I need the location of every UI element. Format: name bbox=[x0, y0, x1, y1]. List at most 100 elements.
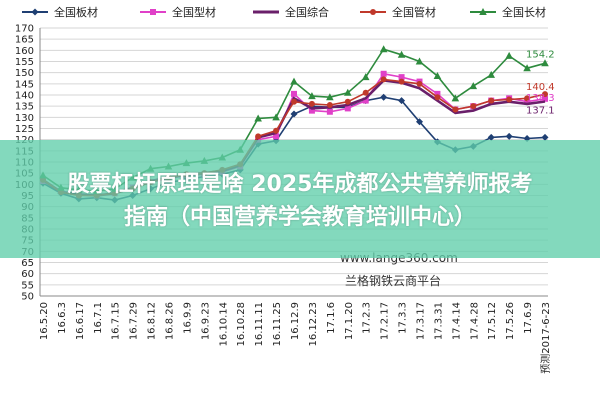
data-point bbox=[479, 8, 487, 15]
x-tick-label: 16.9.23 bbox=[200, 302, 211, 340]
x-tick-label: 17.5.12 bbox=[487, 302, 498, 340]
data-point bbox=[505, 51, 513, 59]
x-tick-label: 16.12.9 bbox=[290, 302, 301, 340]
watermark-source: 兰格钢铁云商平台 bbox=[345, 273, 441, 288]
overlay-headline: 股票杠杆原理是啥 2025年成都公共营养师报考 指南（中国营养学会教育培训中心） bbox=[0, 140, 600, 234]
data-point bbox=[150, 9, 156, 15]
data-point bbox=[469, 82, 478, 90]
data-point bbox=[542, 91, 548, 98]
legend-item: 全国管材 bbox=[360, 5, 436, 19]
data-point bbox=[290, 77, 298, 85]
legend-label: 全国综合 bbox=[285, 5, 329, 19]
data-point bbox=[290, 110, 298, 118]
data-point bbox=[362, 97, 369, 104]
x-tick-label: 17.2.3 bbox=[362, 302, 373, 334]
data-point bbox=[541, 59, 549, 67]
data-point bbox=[434, 90, 441, 97]
data-point bbox=[380, 76, 387, 83]
data-point bbox=[291, 98, 297, 105]
legend-label: 全国管材 bbox=[392, 5, 436, 19]
x-tick-label: 17.2.17 bbox=[380, 302, 391, 340]
data-point bbox=[254, 114, 262, 122]
data-point bbox=[326, 102, 333, 109]
x-axis: 16.5.20 16.6.3 16.6.17 16.7.1 16.7.15 16.7.29… bbox=[39, 302, 552, 374]
x-tick-label: 17.5.26 bbox=[505, 302, 516, 340]
data-point bbox=[487, 133, 495, 141]
y-tick-label: 60 bbox=[21, 269, 34, 280]
x-tick-label: 16.6.3 bbox=[57, 302, 68, 334]
overlay-banner: 股票杠杆原理是啥 2025年成都公共营养师报考 指南（中国营养学会教育培训中心） bbox=[0, 140, 600, 258]
data-point bbox=[398, 78, 405, 85]
data-point bbox=[362, 89, 369, 96]
overlay-line-1: 股票杠杆原理是啥 2025年成都公共营养师报考 bbox=[67, 172, 533, 197]
x-tick-label: 16.9.9 bbox=[182, 302, 193, 334]
data-point bbox=[542, 95, 548, 102]
y-tick-label: 155 bbox=[15, 57, 34, 68]
x-tick-label: 17.4.28 bbox=[469, 302, 480, 340]
x-tick-label: 17.1.20 bbox=[344, 302, 355, 340]
data-point bbox=[308, 107, 315, 114]
x-tick-label: 17.6.9 bbox=[523, 302, 534, 334]
x-tick-label: 16.11.25 bbox=[272, 302, 283, 347]
x-tick-label: 16.12.23 bbox=[308, 302, 319, 347]
data-point bbox=[524, 98, 531, 105]
x-tick-label: 16.6.17 bbox=[75, 302, 86, 340]
x-tick-label: 17.3.31 bbox=[433, 302, 444, 340]
end-value-label: 154.2 bbox=[526, 49, 555, 60]
data-point bbox=[434, 94, 441, 101]
x-tick-label: 16.7.1 bbox=[93, 302, 104, 334]
data-point bbox=[452, 106, 459, 113]
data-point bbox=[379, 45, 388, 53]
x-tick-label: 17.3.17 bbox=[416, 302, 427, 340]
x-tick-label: 16.11.11 bbox=[254, 302, 265, 347]
x-tick-label: 16.5.20 bbox=[39, 302, 50, 340]
legend-label: 全国型材 bbox=[172, 5, 216, 19]
x-tick-label: 16.8.12 bbox=[147, 302, 158, 340]
data-point bbox=[470, 103, 477, 110]
data-point bbox=[361, 73, 370, 81]
x-tick-label: 16.7.15 bbox=[111, 302, 122, 340]
y-tick-label: 50 bbox=[21, 292, 34, 303]
x-tick-label: 16.8.26 bbox=[165, 302, 176, 340]
data-point bbox=[380, 93, 388, 101]
legend-item: 全国型材 bbox=[140, 5, 216, 19]
y-tick-label: 145 bbox=[15, 79, 34, 90]
chart-legend: 全国板材 全国型材 全国综合 全国管材 全国长材 bbox=[22, 5, 546, 19]
data-point bbox=[308, 100, 315, 107]
x-tick-label: 16.10.14 bbox=[218, 302, 229, 347]
data-point bbox=[344, 98, 351, 105]
x-tick-label: 17.1.6 bbox=[326, 302, 337, 334]
data-point bbox=[344, 105, 351, 112]
legend-item: 全国综合 bbox=[253, 5, 329, 19]
y-tick-label: 170 bbox=[15, 24, 34, 35]
y-tick-label: 135 bbox=[15, 102, 34, 113]
data-point bbox=[398, 74, 405, 81]
data-point bbox=[343, 88, 352, 96]
data-point bbox=[31, 8, 39, 16]
data-point bbox=[451, 94, 460, 102]
data-point bbox=[273, 133, 280, 140]
data-point bbox=[505, 132, 513, 140]
end-value-label: 140.4 bbox=[526, 82, 555, 93]
data-point bbox=[308, 92, 316, 100]
x-tick-label: 17.3.3 bbox=[398, 302, 409, 334]
legend-label: 全国长材 bbox=[502, 5, 546, 19]
legend-item: 全国长材 bbox=[470, 5, 546, 19]
y-tick-label: 150 bbox=[15, 68, 34, 79]
data-point bbox=[415, 57, 424, 65]
x-tick-label: 17.4.14 bbox=[451, 302, 462, 340]
x-tick-label: 预测2017-6-23 bbox=[539, 302, 552, 374]
data-point bbox=[255, 133, 262, 140]
legend-label: 全国板材 bbox=[54, 5, 98, 19]
y-tick-label: 130 bbox=[15, 113, 34, 124]
x-tick-label: 16.7.29 bbox=[129, 302, 140, 340]
data-point bbox=[487, 70, 496, 78]
data-point bbox=[370, 9, 376, 15]
end-value-label: 138.3 bbox=[526, 93, 555, 104]
data-point bbox=[416, 80, 423, 87]
data-point bbox=[416, 118, 423, 126]
data-point bbox=[398, 97, 406, 105]
legend-item: 全国板材 bbox=[22, 5, 98, 19]
overlay-line-2: 指南（中国营养学会教育培训中心） bbox=[123, 205, 476, 230]
